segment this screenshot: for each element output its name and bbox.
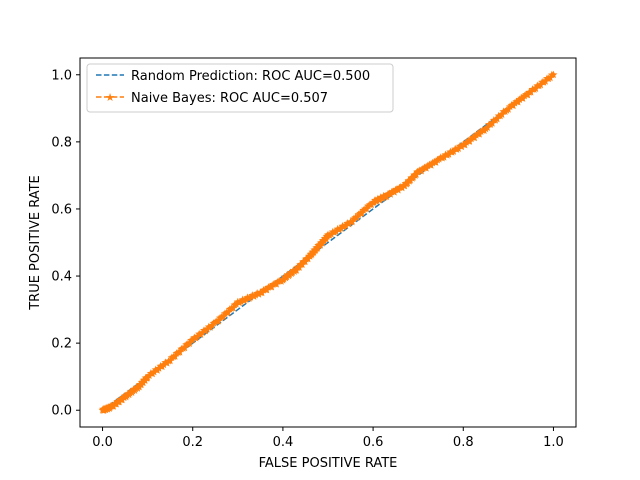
legend-label-random: Random Prediction: ROC AUC=0.500 [131, 69, 370, 84]
y-tick-label: 0.6 [51, 202, 72, 217]
legend-label-naive-bayes: Naive Bayes: ROC AUC=0.507 [131, 91, 328, 106]
legend: Random Prediction: ROC AUC=0.500 ★ Naive… [86, 63, 394, 113]
legend-box [86, 63, 394, 113]
naive-bayes-marker [549, 70, 558, 79]
x-axis-label: FALSE POSITIVE RATE [259, 456, 398, 471]
x-tick-label: 0.4 [273, 435, 294, 450]
y-tick-label: 1.0 [51, 68, 72, 83]
y-tick-label: 0.2 [51, 337, 72, 352]
y-tick-label: 0.0 [51, 404, 72, 419]
legend-marker-naive-bayes: ★ [105, 91, 115, 104]
x-tick-label: 0.8 [453, 435, 474, 450]
axes-frame [79, 57, 577, 428]
y-tick-label: 0.8 [51, 135, 72, 150]
x-tick-label: 1.0 [543, 435, 564, 450]
y-axis-label: TRUE POSITIVE RATE [28, 175, 43, 311]
x-tick-label: 0.2 [182, 435, 203, 450]
x-tick-label: 0.6 [363, 435, 384, 450]
plot-layer [98, 70, 558, 415]
y-tick-label: 0.4 [51, 270, 72, 285]
x-tick-label: 0.0 [92, 435, 113, 450]
ticks-layer: 0.0 0.2 0.4 0.6 0.8 1.0 0.0 0.2 0.4 0.6 0.8 1.0 [51, 68, 563, 450]
